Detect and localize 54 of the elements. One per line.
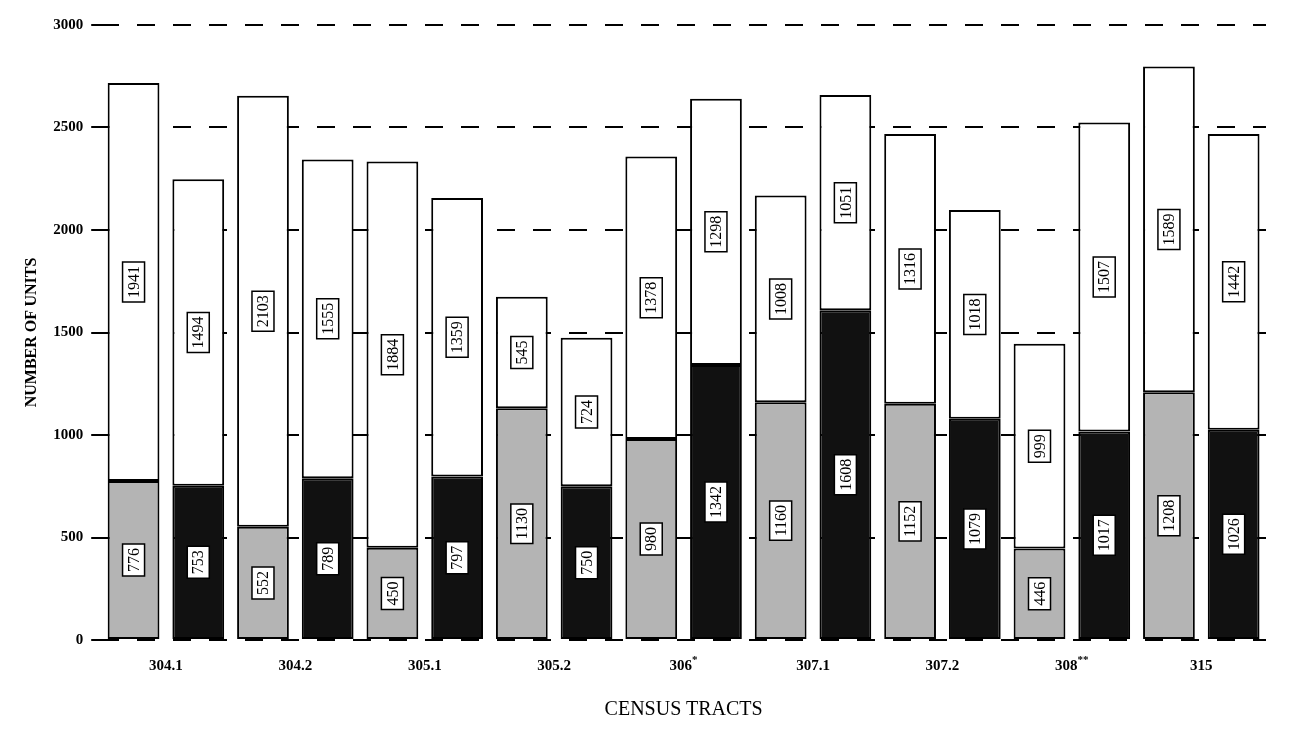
x-axis-title: CENSUS TRACTS	[604, 697, 763, 720]
x-tick-label: 307.2	[925, 657, 960, 673]
data-label: 1442	[1224, 265, 1242, 298]
data-label: 1017	[1095, 519, 1113, 552]
data-label: 1316	[901, 252, 919, 285]
y-tick-label: 2000	[53, 220, 84, 237]
data-label: 750	[577, 550, 595, 575]
x-tick-label: 308**	[1055, 653, 1090, 673]
data-label: 1507	[1095, 261, 1113, 294]
data-label: 450	[383, 581, 401, 606]
data-label: 1079	[966, 512, 983, 545]
x-tick-label: 304.2	[278, 657, 313, 673]
data-label: 1884	[383, 338, 401, 371]
data-label: 446	[1030, 581, 1048, 606]
data-label: 1152	[901, 505, 919, 538]
data-label: 1018	[966, 298, 983, 331]
data-label: 1378	[642, 281, 660, 314]
data-label: 1941	[124, 265, 142, 298]
data-label: 1359	[448, 321, 466, 354]
data-label: 776	[124, 547, 142, 572]
y-tick-label: 500	[60, 528, 84, 545]
data-label: 1160	[771, 504, 789, 537]
data-label: 1051	[836, 186, 854, 219]
data-label: 789	[318, 546, 336, 571]
data-label: 1555	[318, 302, 336, 335]
data-label: 1608	[836, 458, 854, 491]
x-tick-label: 304.1	[149, 657, 183, 673]
y-tick-label: 3000	[53, 15, 84, 32]
x-tick-label: 305.2	[537, 657, 572, 673]
y-axis-title: NUMBER OF UNITS	[21, 257, 39, 408]
data-label: 1342	[707, 485, 725, 518]
data-label: 545	[513, 340, 531, 365]
data-label: 2103	[254, 295, 272, 328]
data-label: 1130	[513, 507, 531, 540]
data-label: 1494	[189, 316, 207, 349]
data-label: 1589	[1160, 213, 1178, 246]
data-label: 1298	[707, 215, 725, 248]
data-label: 980	[642, 527, 660, 552]
y-tick-label: 2500	[53, 118, 84, 135]
data-label: 797	[448, 545, 466, 570]
data-label: 753	[189, 550, 207, 575]
x-tick-label: 307.1	[796, 657, 830, 673]
data-label: 1026	[1224, 518, 1242, 551]
data-label: 1008	[771, 282, 789, 315]
y-tick-label: 1500	[53, 323, 84, 340]
data-label: 552	[254, 570, 272, 595]
y-tick-label: 1000	[53, 425, 84, 442]
x-tick-label: 306*	[669, 653, 699, 673]
data-label: 999	[1030, 434, 1048, 459]
data-label: 724	[577, 400, 595, 425]
x-tick-label: 315	[1190, 657, 1213, 673]
y-tick-label: 0	[75, 630, 84, 647]
data-label: 1208	[1160, 499, 1178, 532]
x-tick-label: 305.1	[407, 657, 442, 673]
